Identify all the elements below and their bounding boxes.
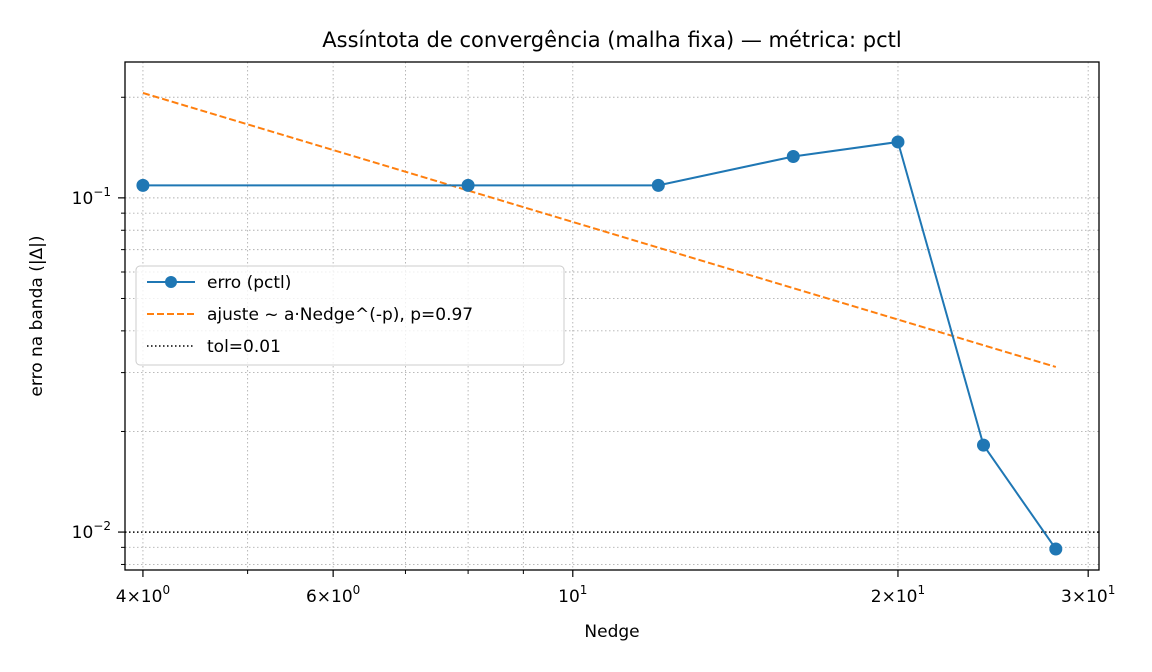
- chart-title: Assíntota de convergência (malha fixa) —…: [322, 28, 901, 52]
- x-tick-label: 4×100: [116, 583, 170, 607]
- erro-point: [461, 178, 475, 192]
- axes-frame: [124, 61, 1100, 571]
- legend-label-ajuste: ajuste ~ a·Nedge^(-p), p=0.97: [207, 305, 473, 325]
- erro-point: [1049, 542, 1063, 556]
- erro-point: [786, 149, 800, 163]
- legend-box: [135, 265, 565, 366]
- erro-point: [136, 178, 150, 192]
- x-tick-label: 2×101: [871, 583, 925, 607]
- erro-point: [651, 178, 665, 192]
- plot-area: [125, 92, 1099, 556]
- fit-line: [142, 92, 1057, 368]
- x-tick-label: 3×101: [1061, 583, 1115, 607]
- legend-label-erro: erro (pctl): [207, 273, 291, 293]
- minor-grid: [125, 62, 1099, 570]
- legend: erro (pctl) ajuste ~ a·Nedge^(-p), p=0.9…: [135, 265, 565, 366]
- legend-label-tol: tol=0.01: [207, 337, 281, 357]
- legend-marker-erro: [165, 276, 177, 288]
- erro-point: [976, 438, 990, 452]
- x-axis-label: Nedge: [584, 622, 639, 642]
- y-axis-label: erro na banda (|Δ|): [27, 235, 47, 396]
- x-tick-label: 6×100: [306, 583, 360, 607]
- erro-point: [891, 135, 905, 149]
